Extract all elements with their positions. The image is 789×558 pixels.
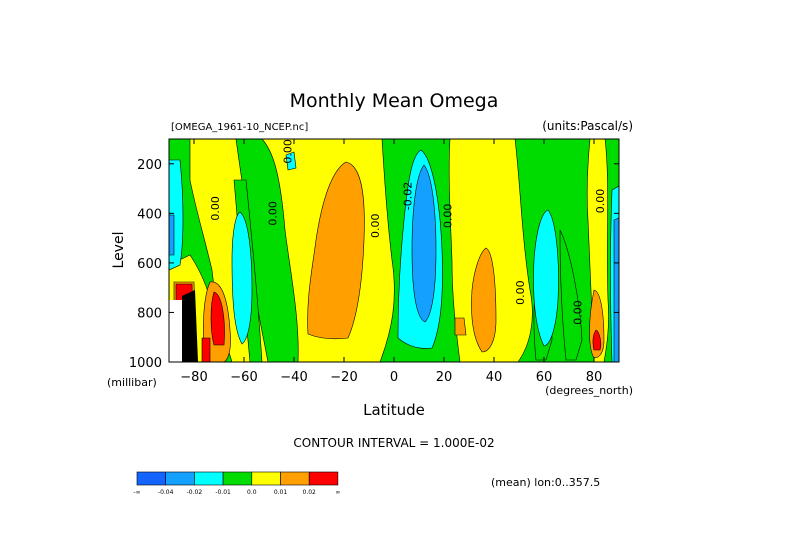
contour-label: 0.00 (369, 213, 382, 238)
colorbar-label: -0.02 (187, 489, 203, 496)
x-tick-label: 20 (436, 370, 453, 385)
y-tick-label: 200 (137, 158, 162, 173)
colorbar-label: 0.02 (303, 489, 317, 496)
dataset-label: [OMEGA_1961-10_NCEP.nc] (171, 122, 308, 133)
contour-label: 0.00 (442, 204, 455, 229)
x-tick-label: 0 (390, 370, 398, 385)
contour-label: -0.02 (402, 182, 415, 210)
units-label: (units:Pascal/s) (542, 119, 633, 133)
colorbar-label: -0.04 (158, 489, 174, 496)
x-axis-label: Latitude (363, 401, 425, 419)
x-axis: −80 −60 −40 −20 0 20 40 60 80 (180, 139, 602, 385)
x-tick-label: 80 (586, 370, 603, 385)
colorbar: -∞ -0.04 -0.02 -0.01 0.0 0.01 0.02 ∞ (133, 471, 340, 496)
contour-label: 0.00 (282, 139, 295, 164)
y-axis: 200 400 600 800 1000 (129, 158, 619, 371)
colorbar-label: -∞ (133, 489, 140, 496)
colorbar-swatch (251, 471, 281, 486)
contour-label: 0.00 (572, 300, 585, 325)
y-axis-label: Level (111, 232, 127, 269)
contour-labels: 0.00 0.00 0.00 0.00 -0.02 0.00 0.00 0.00 0.00 (209, 139, 607, 325)
colorbar-swatch (136, 471, 167, 486)
colorbar-swatch (222, 471, 253, 486)
colorbar-swatch (165, 471, 195, 486)
x-axis-units: (degrees_north) (545, 384, 633, 397)
contour-label: 0.00 (514, 280, 527, 305)
colorbar-swatch (194, 471, 224, 486)
colorbar-label: -0.01 (215, 489, 231, 496)
colorbar-label: 0.0 (247, 489, 257, 496)
colorbar-swatch (308, 471, 339, 486)
x-tick-label: 60 (536, 370, 553, 385)
contour-label: 0.00 (267, 201, 280, 226)
x-tick-label: −60 (230, 370, 257, 385)
chart-title: Monthly Mean Omega (290, 90, 499, 112)
colorbar-label: ∞ (335, 489, 340, 496)
y-axis-units: (millibar) (107, 376, 157, 389)
x-tick-label: −40 (280, 370, 307, 385)
contour-field (169, 139, 619, 362)
contour-interval: CONTOUR INTERVAL = 1.000E-02 (293, 436, 494, 450)
contour-label: 0.00 (209, 196, 222, 221)
x-tick-label: 40 (486, 370, 503, 385)
colorbar-swatch (280, 471, 310, 486)
y-tick-label: 600 (137, 257, 162, 272)
y-tick-label: 1000 (129, 356, 162, 371)
mean-annotation: (mean) lon:0..357.5 (491, 476, 600, 489)
colorbar-label: 0.01 (274, 489, 288, 496)
x-tick-label: −20 (330, 370, 357, 385)
x-tick-label: −80 (180, 370, 207, 385)
y-tick-label: 400 (137, 207, 162, 222)
y-tick-label: 800 (137, 306, 162, 321)
contour-label: 0.00 (594, 189, 607, 214)
